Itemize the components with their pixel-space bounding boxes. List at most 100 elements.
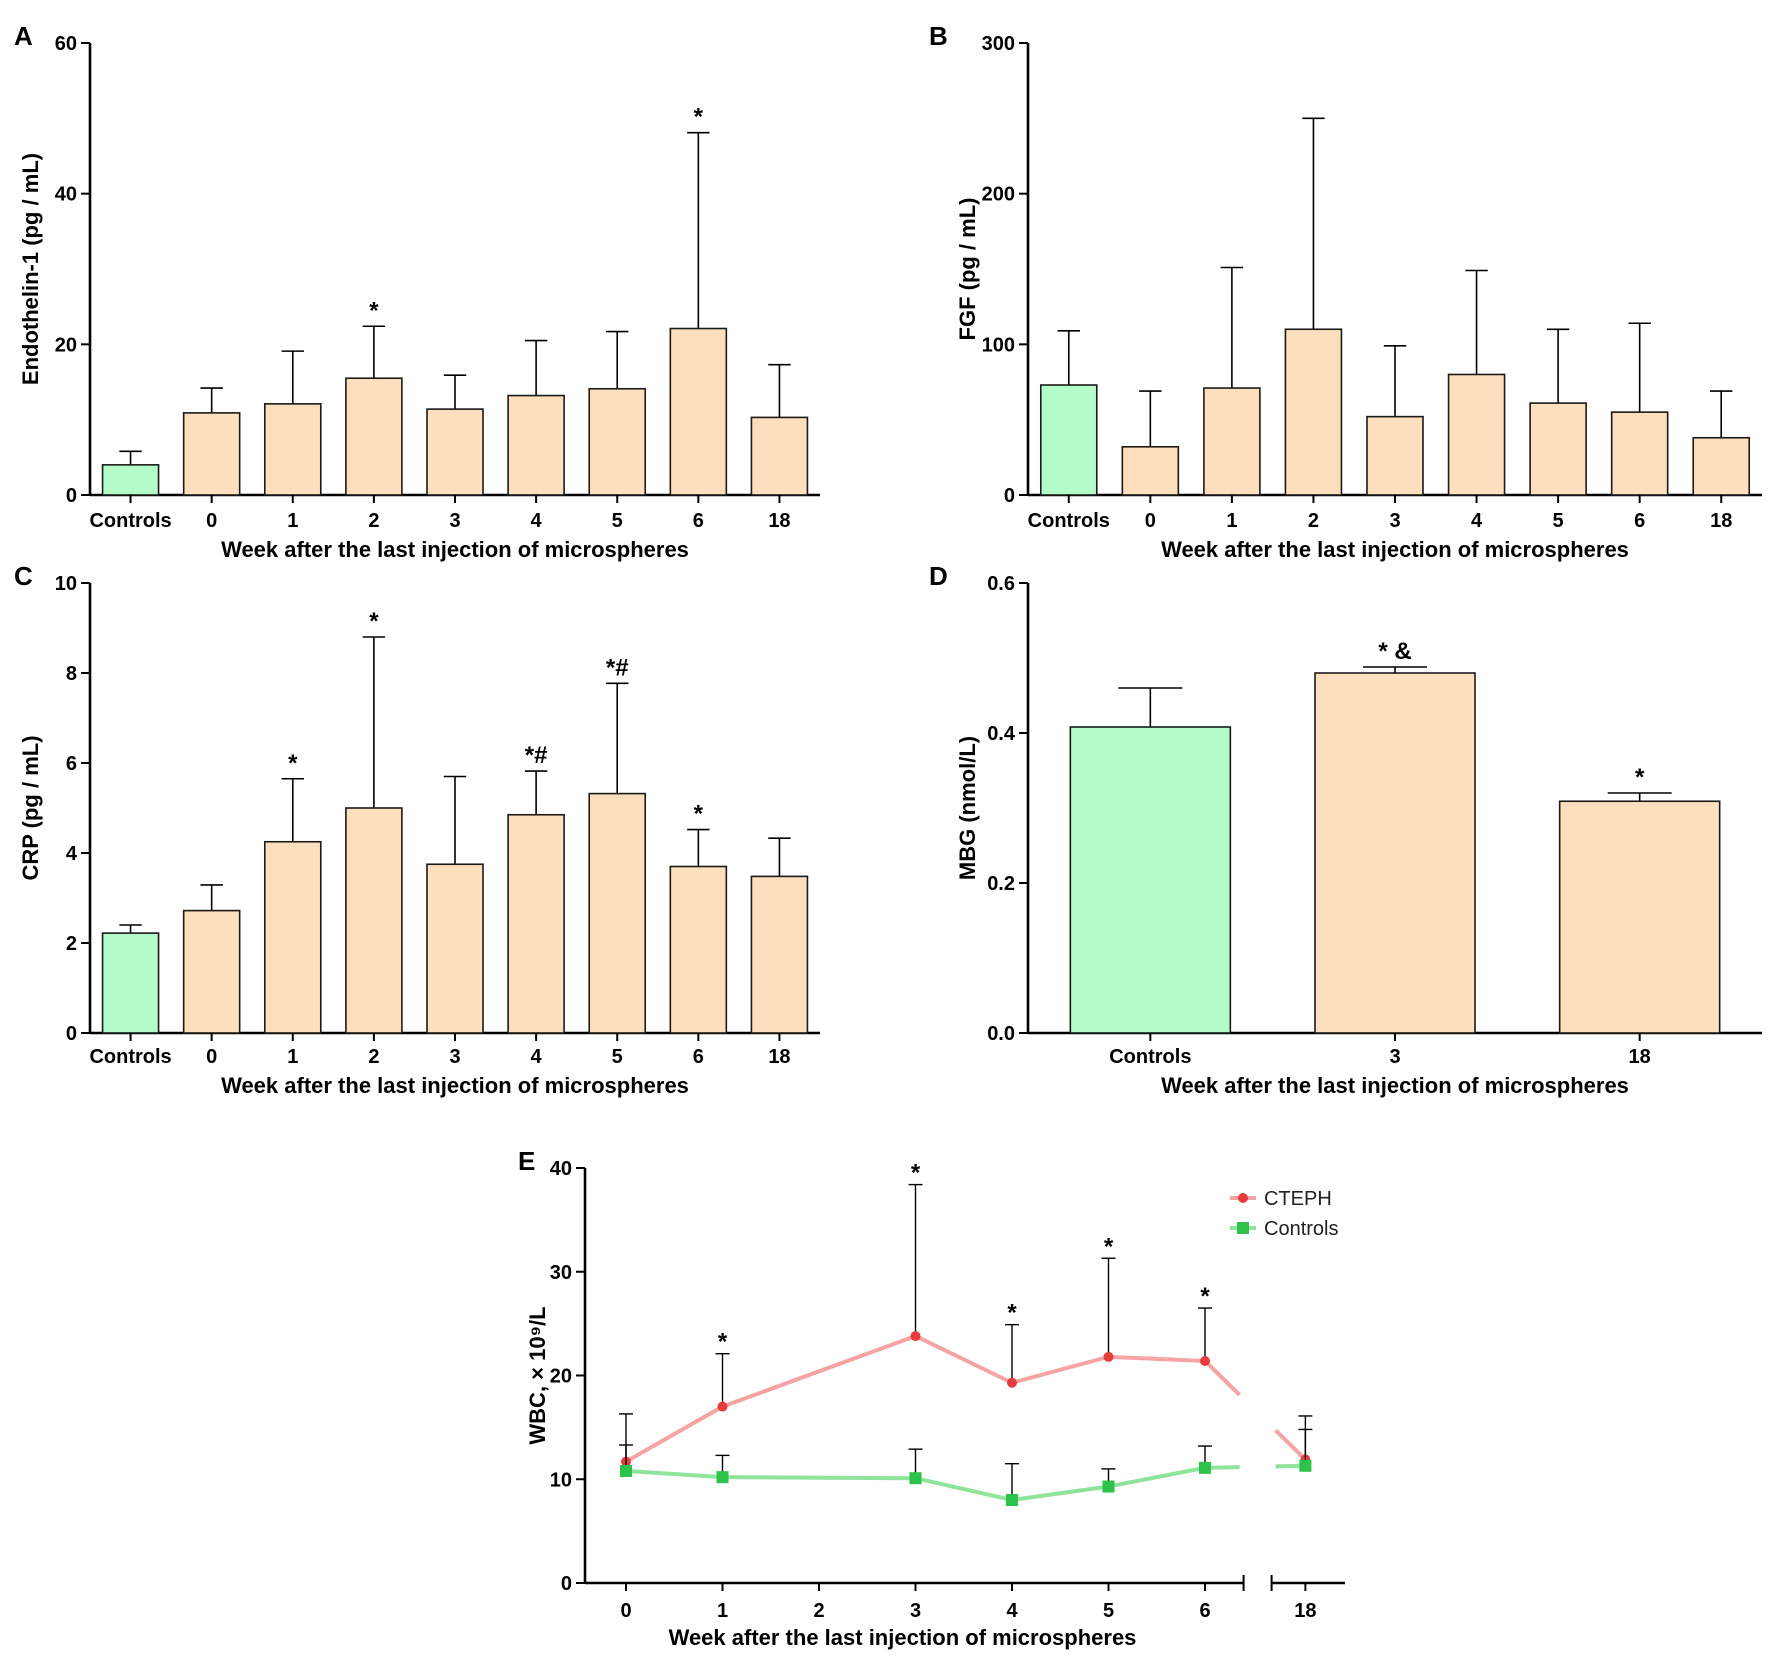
bar-3 — [426, 863, 484, 1034]
x-axis-title: Week after the last injection of microsp… — [669, 1625, 1137, 1650]
bar-6 — [1610, 411, 1669, 496]
bar-controls — [101, 932, 160, 1034]
bar-18 — [750, 416, 809, 496]
panel-b: B 0 100 200 300 Controls 0 1 2 3 4 5 6 18 Week after t… — [929, 21, 1762, 562]
bar-5 — [1529, 402, 1587, 496]
bar-3 — [426, 408, 484, 496]
bar-4 — [507, 813, 565, 1034]
panel-letter: A — [14, 21, 33, 51]
y-tick-label: 0.4 — [987, 723, 1016, 745]
data-point-cteph — [1103, 1351, 1114, 1362]
y-tick-label: 0.6 — [987, 573, 1015, 595]
x-tick-label: 6 — [1634, 510, 1645, 532]
x-tick-label: 2 — [813, 1600, 824, 1622]
significance-label: * — [1104, 1233, 1114, 1260]
x-tick-label: 0 — [206, 1046, 217, 1068]
x-tick-label: 1 — [287, 510, 298, 532]
legend-marker — [1237, 1222, 1249, 1234]
x-tick-label: 18 — [1629, 1046, 1651, 1068]
panel-letter: E — [518, 1146, 535, 1176]
x-tick-label: 5 — [612, 510, 623, 532]
significance-label: * — [1635, 764, 1645, 791]
bar-5 — [588, 387, 647, 496]
bar-2 — [1284, 328, 1343, 496]
y-tick-label: 0 — [66, 1023, 77, 1045]
significance-label: * & — [1378, 638, 1411, 665]
bar-3 — [1366, 415, 1424, 496]
significance-label: *# — [606, 654, 629, 681]
series-line-cteph — [625, 1333, 1206, 1464]
x-tick-label: 4 — [1471, 510, 1483, 532]
y-tick-label: 8 — [66, 663, 77, 685]
significance-label: * — [694, 104, 704, 131]
data-point-cteph — [910, 1331, 921, 1342]
series-line-cteph-to-break — [1203, 1359, 1242, 1397]
x-tick-label: 6 — [693, 1046, 704, 1068]
significance-label: * — [718, 1329, 728, 1356]
x-tick-label: 18 — [1710, 510, 1732, 532]
bar-4 — [1447, 373, 1506, 496]
data-point-controls — [1102, 1480, 1115, 1493]
y-axis-title: WBC, × 10⁹/L — [525, 1306, 550, 1444]
bar-4 — [507, 394, 565, 496]
x-tick-label: 1 — [1226, 510, 1237, 532]
x-tick-label: 1 — [287, 1046, 298, 1068]
x-tick-label: 4 — [531, 510, 543, 532]
x-axis-title: Week after the last injection of microsp… — [1161, 1073, 1629, 1098]
x-tick-label: 0 — [206, 510, 217, 532]
panel-letter: C — [14, 561, 33, 591]
panel-letter: D — [929, 561, 948, 591]
x-tick-label: 0 — [1145, 510, 1156, 532]
x-tick-label: 4 — [1006, 1600, 1018, 1622]
x-axis-title: Week after the last injection of microsp… — [1161, 537, 1629, 562]
y-tick-label: 10 — [550, 1469, 572, 1491]
y-axis-title: Endothelin-1 (pg / mL) — [18, 153, 43, 385]
y-tick-label: 0 — [66, 485, 77, 507]
x-tick-label: 3 — [910, 1600, 921, 1622]
y-tick-label: 0.0 — [987, 1023, 1015, 1045]
significance-label: * — [369, 297, 379, 324]
bar-1 — [263, 840, 322, 1034]
significance-label: * — [369, 608, 379, 635]
y-tick-label: 2 — [66, 933, 77, 955]
significance-label: *# — [525, 742, 548, 769]
bar-18 — [1558, 800, 1721, 1034]
y-tick-label: 300 — [982, 33, 1015, 55]
bar-0 — [182, 909, 241, 1034]
x-tick-label: Controls — [1028, 510, 1110, 532]
data-point-controls — [909, 1472, 922, 1485]
x-tick-label: 18 — [768, 510, 790, 532]
y-tick-label: 20 — [55, 334, 77, 356]
x-tick-label: Controls — [89, 1046, 171, 1068]
x-axis-title: Week after the last injection of microsp… — [221, 537, 689, 562]
data-point-controls — [1299, 1459, 1312, 1472]
x-tick-label: 4 — [531, 1046, 543, 1068]
x-tick-label: 3 — [449, 510, 460, 532]
x-tick-label: 5 — [612, 1046, 623, 1068]
x-tick-label: 2 — [368, 510, 379, 532]
data-point-cteph — [717, 1401, 728, 1412]
data-point-cteph — [1200, 1355, 1210, 1366]
bar-0 — [1121, 445, 1180, 496]
bar-2 — [345, 377, 403, 496]
x-tick-label: 5 — [1553, 510, 1564, 532]
y-tick-label: 6 — [66, 753, 77, 775]
panel-c: C 0 2 4 6 8 10 Controls 0 1 * 2 * 3 4 *# 5 *# 6 * 18 Week aft… — [14, 561, 820, 1098]
x-axis-title: Week after the last injection of microsp… — [221, 1073, 689, 1098]
data-point-controls — [1199, 1461, 1211, 1474]
y-tick-label: 60 — [55, 33, 77, 55]
y-axis-title: MBG (nmol/L) — [955, 736, 980, 880]
data-point-controls — [716, 1471, 729, 1484]
x-tick-label: 18 — [768, 1046, 790, 1068]
x-tick-label: Controls — [89, 510, 171, 532]
significance-label: * — [694, 801, 704, 828]
significance-label: * — [911, 1160, 921, 1187]
bar-3 — [1314, 672, 1476, 1034]
legend-label-controls: Controls — [1264, 1218, 1338, 1240]
x-tick-label: 18 — [1294, 1600, 1316, 1622]
significance-label: * — [288, 750, 298, 777]
x-tick-label: 6 — [1199, 1600, 1210, 1622]
x-tick-label: Controls — [1109, 1046, 1191, 1068]
bar-18 — [1692, 436, 1751, 496]
